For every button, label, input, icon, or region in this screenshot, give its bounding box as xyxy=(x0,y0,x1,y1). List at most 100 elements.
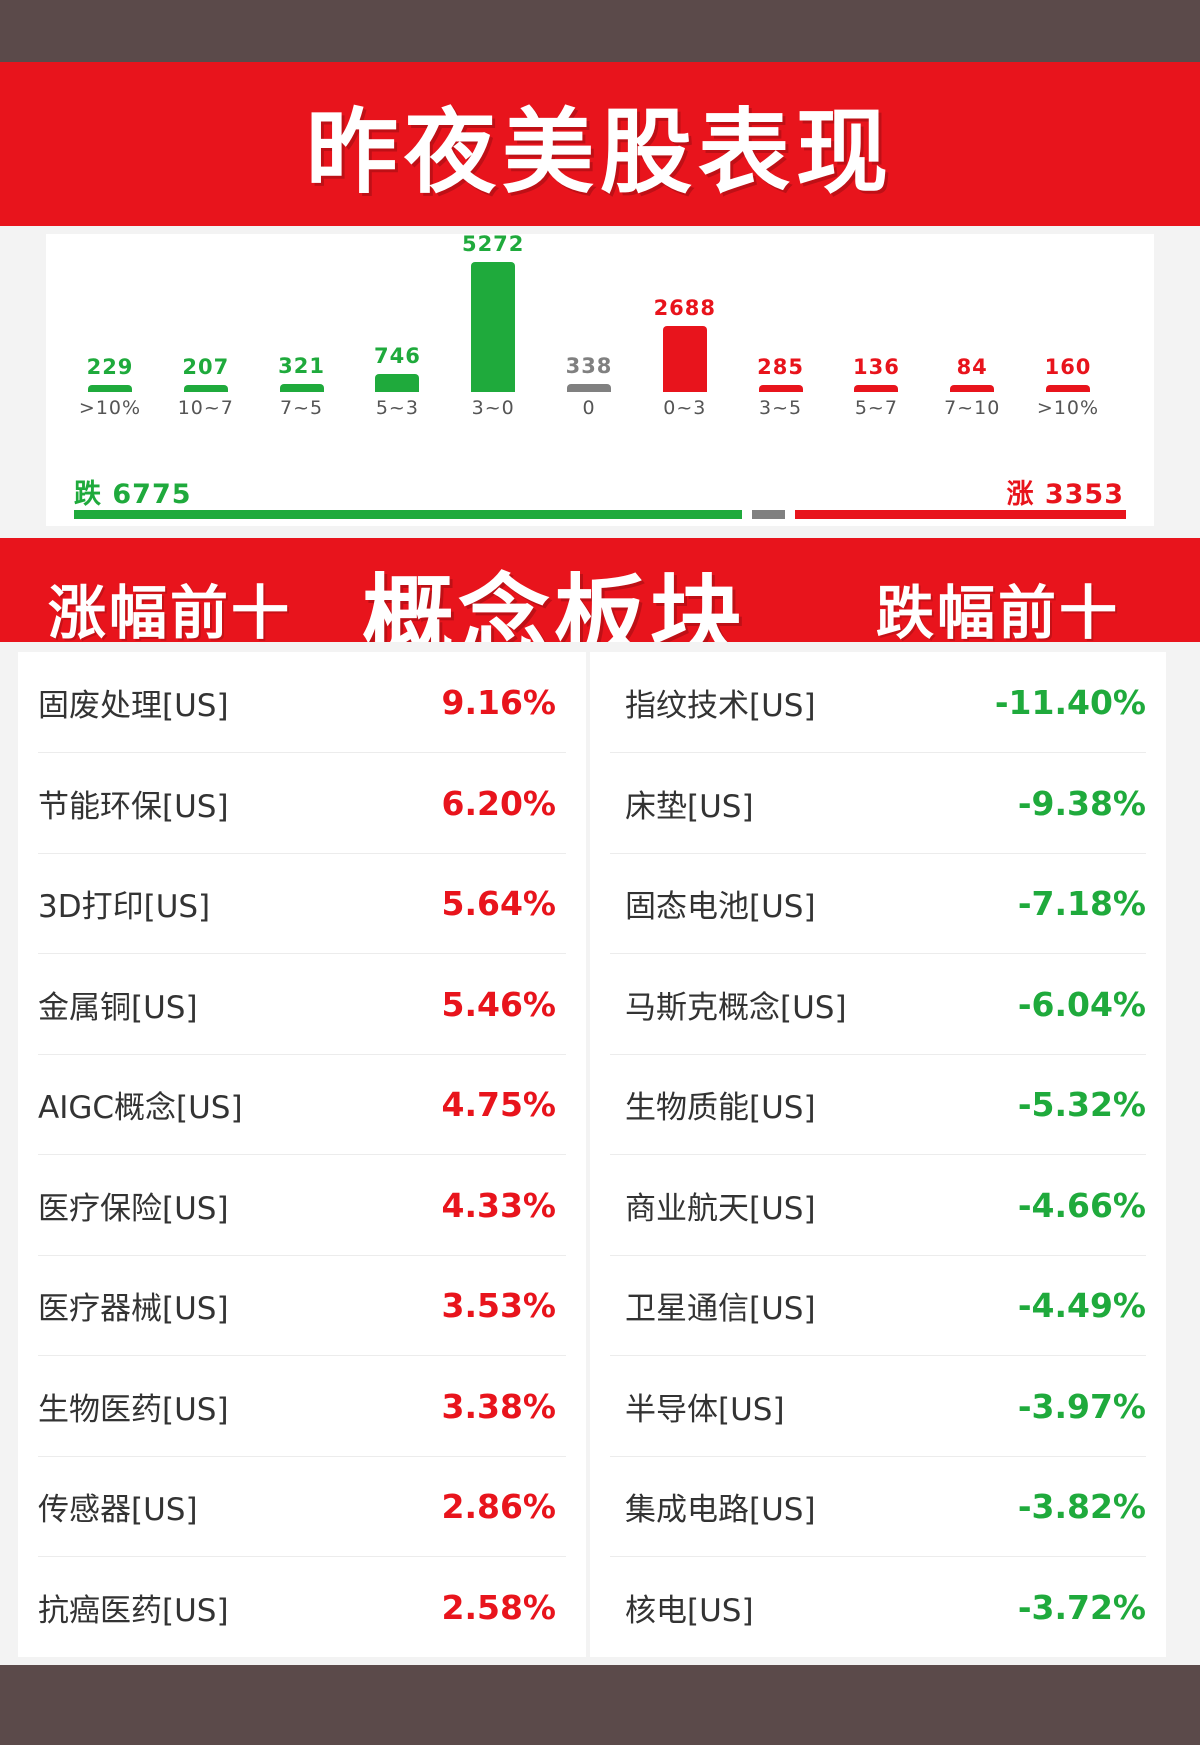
sector-change: 2.58% xyxy=(441,1587,557,1627)
loser-row[interactable]: 指纹技术[US] -11.40% xyxy=(590,652,1166,753)
sector-name: 固态电池[US] xyxy=(625,889,816,925)
bar-category-label: >10% xyxy=(1036,397,1100,419)
distribution-bar-group: 160 >10% xyxy=(1020,234,1116,434)
bar-category-label: 10~7 xyxy=(177,397,234,419)
loser-row[interactable]: 卫星通信[US] -4.49% xyxy=(590,1255,1166,1356)
distribution-bar xyxy=(854,385,899,392)
distribution-bar xyxy=(183,385,228,392)
distribution-bar-group: 84 7~10 xyxy=(924,234,1020,434)
gainer-row[interactable]: 医疗器械[US] 3.53% xyxy=(18,1255,586,1356)
bar-value-label: 321 xyxy=(278,354,326,379)
sector-change: 4.75% xyxy=(441,1085,557,1124)
distribution-bar-group: 136 5~7 xyxy=(828,234,924,434)
loser-row[interactable]: 商业航天[US] -4.66% xyxy=(590,1155,1166,1256)
loser-row[interactable]: 床垫[US] -9.38% xyxy=(590,753,1166,854)
bar-value-label: 5272 xyxy=(461,232,525,256)
distribution-bar-group: 2688 0~3 xyxy=(637,234,733,434)
section-header: 涨幅前十 概念板块 跌幅前十 xyxy=(0,538,1200,672)
distribution-bar xyxy=(950,385,995,392)
loser-row[interactable]: 半导体[US] -3.97% xyxy=(590,1356,1166,1457)
distribution-bar-group: 746 5~3 xyxy=(349,234,445,434)
up-count-label: 涨 3353 xyxy=(1006,479,1124,510)
sector-name: 集成电路[US] xyxy=(625,1492,816,1528)
gainer-row[interactable]: 节能环保[US] 6.20% xyxy=(18,753,586,854)
gainer-row[interactable]: 金属铜[US] 5.46% xyxy=(18,954,586,1055)
sector-change: -5.32% xyxy=(1017,1085,1146,1124)
bar-value-label: 746 xyxy=(373,343,421,368)
gainers-title: 涨幅前十 xyxy=(48,579,293,647)
sector-change: -3.72% xyxy=(1017,1587,1146,1627)
sector-name: 医疗器械[US] xyxy=(38,1291,229,1327)
sector-name: 核电[US] xyxy=(625,1592,754,1629)
sector-change: -6.04% xyxy=(1017,984,1146,1024)
gainer-row[interactable]: 抗癌医药[US] 2.58% xyxy=(18,1557,586,1658)
bar-category-label: 0 xyxy=(582,397,596,419)
bar-category-label: 0~3 xyxy=(663,397,707,419)
distribution-bar-group: 207 10~7 xyxy=(158,234,254,434)
gainer-row[interactable]: AIGC概念[US] 4.75% xyxy=(18,1054,586,1155)
distribution-bar xyxy=(471,262,516,392)
bar-value-label: 160 xyxy=(1044,355,1092,379)
gainers-list: 固废处理[US] 9.16% 节能环保[US] 6.20% 3D打印[US] 5.64% 金… xyxy=(18,652,586,1657)
bar-value-label: 285 xyxy=(757,354,805,379)
distribution-bar xyxy=(567,383,611,392)
sector-change: -4.66% xyxy=(1017,1185,1146,1225)
distribution-bar xyxy=(662,325,707,392)
sector-change: 6.20% xyxy=(441,783,557,823)
bar-value-label: 2688 xyxy=(653,295,717,320)
sector-change: 5.46% xyxy=(441,984,557,1024)
sector-change: 2.86% xyxy=(441,1487,557,1526)
sector-change: -3.97% xyxy=(1017,1386,1146,1426)
bar-value-label: 338 xyxy=(565,353,613,378)
distribution-chart: 跌 6775 涨 3353 229 >10% 207 10~7 321 7~5 746 5~3… xyxy=(46,232,1154,526)
down-progress-bar xyxy=(74,510,743,519)
loser-row[interactable]: 核电[US] -3.72% xyxy=(590,1557,1166,1658)
sector-name: 卫星通信[US] xyxy=(625,1291,816,1327)
sector-change: -9.38% xyxy=(1017,783,1146,823)
sector-change: -4.49% xyxy=(1017,1286,1146,1325)
top-band xyxy=(0,0,1200,62)
bar-value-label: 229 xyxy=(86,355,134,379)
distribution-bar xyxy=(758,384,803,392)
bottom-band xyxy=(0,1665,1200,1745)
bar-value-label: 84 xyxy=(956,355,988,379)
distribution-bar xyxy=(88,385,132,392)
sector-name: 金属铜[US] xyxy=(38,989,198,1026)
sector-name: AIGC概念[US] xyxy=(38,1090,243,1126)
bar-category-label: 5~7 xyxy=(854,397,898,419)
distribution-bar xyxy=(1046,385,1090,392)
sector-change: 3.38% xyxy=(441,1386,557,1426)
sector-change: -3.82% xyxy=(1017,1487,1146,1526)
bar-category-label: 3~5 xyxy=(759,397,803,419)
sector-name: 节能环保[US] xyxy=(38,788,229,825)
sector-name: 生物医药[US] xyxy=(38,1391,229,1428)
sector-lists: 固废处理[US] 9.16% 节能环保[US] 6.20% 3D打印[US] 5.64% 金… xyxy=(0,642,1200,1665)
sector-name: 传感器[US] xyxy=(38,1492,198,1528)
distribution-bar-group: 5272 3~0 xyxy=(445,232,541,434)
sector-name: 3D打印[US] xyxy=(38,889,211,925)
sector-name: 生物质能[US] xyxy=(625,1090,816,1126)
gainer-row[interactable]: 固废处理[US] 9.16% xyxy=(18,652,586,753)
loser-row[interactable]: 固态电池[US] -7.18% xyxy=(590,853,1166,954)
gainer-row[interactable]: 3D打印[US] 5.64% xyxy=(18,853,586,954)
bar-category-label: >10% xyxy=(78,397,142,419)
sector-name: 半导体[US] xyxy=(625,1391,785,1428)
losers-title: 跌幅前十 xyxy=(876,579,1121,647)
loser-row[interactable]: 马斯克概念[US] -6.04% xyxy=(590,954,1166,1055)
distribution-bar xyxy=(279,384,324,392)
sector-change: 4.33% xyxy=(441,1185,557,1225)
title-banner: 昨夜美股表现 xyxy=(0,62,1200,226)
distribution-bar-group: 229 >10% xyxy=(62,234,158,434)
up-progress-bar xyxy=(795,510,1126,519)
bar-category-label: 7~10 xyxy=(944,397,1001,419)
loser-row[interactable]: 集成电路[US] -3.82% xyxy=(590,1456,1166,1557)
page-title: 昨夜美股表现 xyxy=(305,98,894,206)
gainer-row[interactable]: 生物医药[US] 3.38% xyxy=(18,1356,586,1457)
loser-row[interactable]: 生物质能[US] -5.32% xyxy=(590,1054,1166,1155)
gainer-row[interactable]: 医疗保险[US] 4.33% xyxy=(18,1155,586,1256)
sector-change: 3.53% xyxy=(441,1286,557,1325)
sector-name: 指纹技术[US] xyxy=(625,688,816,724)
bar-value-label: 136 xyxy=(852,355,900,379)
gainer-row[interactable]: 传感器[US] 2.86% xyxy=(18,1456,586,1557)
sector-name: 商业航天[US] xyxy=(625,1190,816,1227)
